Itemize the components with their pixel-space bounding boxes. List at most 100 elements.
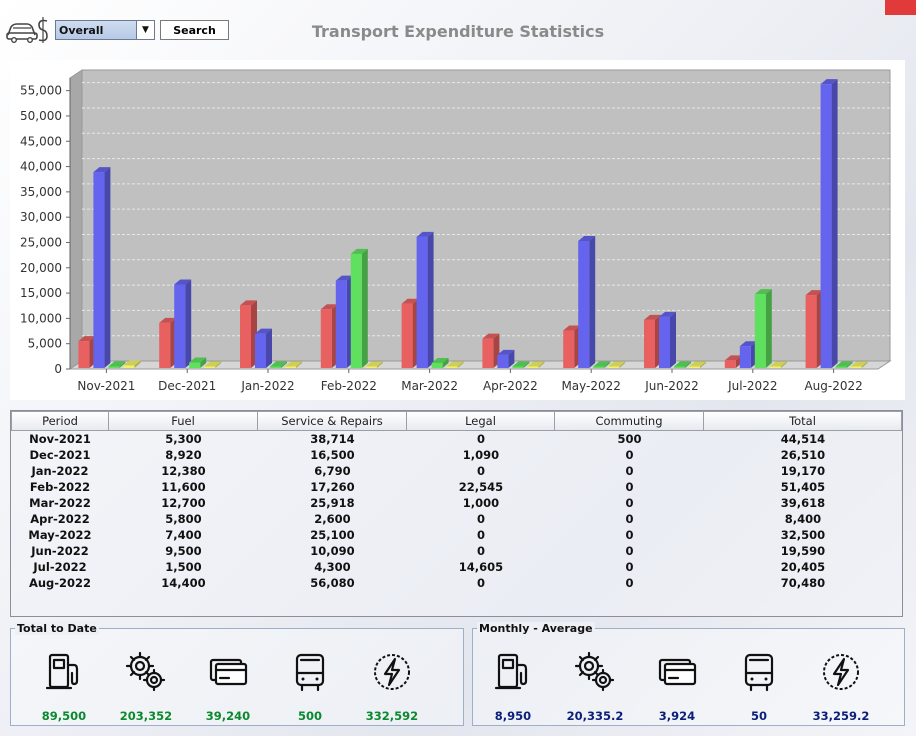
averages-legal-value: 3,924 xyxy=(658,709,696,723)
bar[interactable] xyxy=(512,361,530,369)
bar[interactable] xyxy=(563,325,581,368)
bar-front xyxy=(644,319,655,368)
bar[interactable] xyxy=(739,341,757,368)
bar[interactable] xyxy=(754,289,772,368)
bar-top xyxy=(174,279,192,285)
bar[interactable] xyxy=(189,357,207,368)
table-cell: 8,400 xyxy=(784,512,822,526)
table-cell: 0 xyxy=(625,480,634,494)
table-cell: Jun-2022 xyxy=(31,544,89,558)
column-header[interactable]: Period xyxy=(11,411,109,431)
table-row[interactable]: Apr-2022 5,800 2,600 0 0 8,400 xyxy=(11,511,902,527)
bar-front xyxy=(739,346,751,368)
bar-front xyxy=(659,316,670,368)
table-cell: Jul-2022 xyxy=(33,560,87,574)
bar-top xyxy=(527,361,545,367)
column-header[interactable]: Service & Repairs xyxy=(258,411,407,431)
averages-legal-item: 3,924 xyxy=(637,649,717,723)
bar-side xyxy=(427,231,434,368)
table-cell: 0 xyxy=(625,464,634,478)
bar-side xyxy=(266,328,272,368)
bar[interactable] xyxy=(689,361,706,369)
bar[interactable] xyxy=(108,361,126,369)
bar[interactable] xyxy=(320,304,338,368)
table-row[interactable]: May-2022 7,400 25,100 0 0 32,500 xyxy=(11,527,902,543)
bar[interactable] xyxy=(416,231,434,368)
bar[interactable] xyxy=(78,336,96,368)
bar[interactable] xyxy=(446,361,464,369)
bar[interactable] xyxy=(850,361,868,369)
table-cell: 0 xyxy=(476,528,485,542)
bar[interactable] xyxy=(350,248,368,368)
bar[interactable] xyxy=(674,361,691,369)
bar-top xyxy=(563,325,581,331)
bar[interactable] xyxy=(401,298,419,368)
bar-front xyxy=(335,280,347,368)
bar-front xyxy=(108,366,120,368)
bar[interactable] xyxy=(240,300,257,368)
chevron-down-icon[interactable]: ▼ xyxy=(136,21,154,39)
period-select[interactable]: Overall ▼ xyxy=(55,20,155,40)
bar-top xyxy=(108,361,126,367)
bar[interactable] xyxy=(285,361,302,369)
bar[interactable] xyxy=(805,290,823,368)
bar-top xyxy=(401,298,419,304)
bar[interactable] xyxy=(659,311,676,368)
close-icon[interactable] xyxy=(885,0,916,15)
bar[interactable] xyxy=(365,361,383,369)
bar[interactable] xyxy=(335,275,353,368)
bar[interactable] xyxy=(93,167,111,368)
table-cell: 14,605 xyxy=(458,560,504,574)
bar[interactable] xyxy=(497,349,515,368)
bar[interactable] xyxy=(270,361,287,369)
column-header[interactable]: Total xyxy=(704,411,902,431)
column-header[interactable]: Legal xyxy=(407,411,555,431)
bar[interactable] xyxy=(482,333,500,368)
bar[interactable] xyxy=(174,279,192,368)
bar-front xyxy=(320,309,332,368)
bus-icon xyxy=(295,653,325,692)
table-cell: 0 xyxy=(625,544,634,558)
bar[interactable] xyxy=(431,357,449,368)
bar-side xyxy=(861,361,868,368)
table-row[interactable]: Jun-2022 9,500 10,090 0 0 19,590 xyxy=(11,543,902,559)
totals-legal-item: 39,240 xyxy=(188,649,268,723)
table-row[interactable]: Dec-2021 8,920 16,500 1,090 0 26,510 xyxy=(11,447,902,463)
table-row[interactable]: Nov-2021 5,300 38,714 0 500 44,514 xyxy=(11,431,902,447)
bar[interactable] xyxy=(608,361,626,369)
total-to-date-title: Total to Date xyxy=(15,622,99,635)
bar-front xyxy=(93,172,105,368)
column-header[interactable]: Commuting xyxy=(555,411,704,431)
expenditure-chart: 0 5,000 10,000 15,000 20,000 25,000 30,000 35,0… xyxy=(10,60,905,400)
table-cell: 19,170 xyxy=(780,464,826,478)
bar[interactable] xyxy=(835,361,853,369)
table-row[interactable]: Jan-2022 12,380 6,790 0 0 19,170 xyxy=(11,463,902,479)
table-row[interactable]: Mar-2022 12,700 25,918 1,000 0 39,618 xyxy=(11,495,902,511)
column-header[interactable]: Fuel xyxy=(109,411,258,431)
bar-top xyxy=(285,361,302,367)
table-cell: 0 xyxy=(625,576,634,590)
bar-side xyxy=(780,361,787,368)
bar[interactable] xyxy=(578,235,596,368)
search-button[interactable]: Search xyxy=(160,20,229,40)
bar[interactable] xyxy=(820,79,838,368)
cards-icon xyxy=(209,658,248,686)
bar-top xyxy=(578,235,596,241)
bar[interactable] xyxy=(644,314,661,368)
table-row[interactable]: Jul-2022 1,500 4,300 14,605 0 20,405 xyxy=(11,559,902,575)
y-tick-label: 15,000 xyxy=(20,286,62,300)
bar[interactable] xyxy=(593,361,611,369)
bar[interactable] xyxy=(204,361,222,369)
bar-side xyxy=(119,361,126,368)
table-row[interactable]: Feb-2022 11,600 17,260 22,545 0 51,405 xyxy=(11,479,902,495)
bar[interactable] xyxy=(527,361,545,369)
bar[interactable] xyxy=(255,328,272,368)
bar-front xyxy=(189,362,201,368)
bar[interactable] xyxy=(123,360,141,368)
bar[interactable] xyxy=(769,361,787,369)
expenditure-table: Period Fuel Service & Repairs Legal Commutin… xyxy=(10,410,903,617)
bar-side xyxy=(457,361,464,368)
y-tick-label: 5,000 xyxy=(28,337,62,351)
table-row[interactable]: Aug-2022 14,400 56,080 0 0 70,480 xyxy=(11,575,902,591)
bar[interactable] xyxy=(159,317,177,368)
